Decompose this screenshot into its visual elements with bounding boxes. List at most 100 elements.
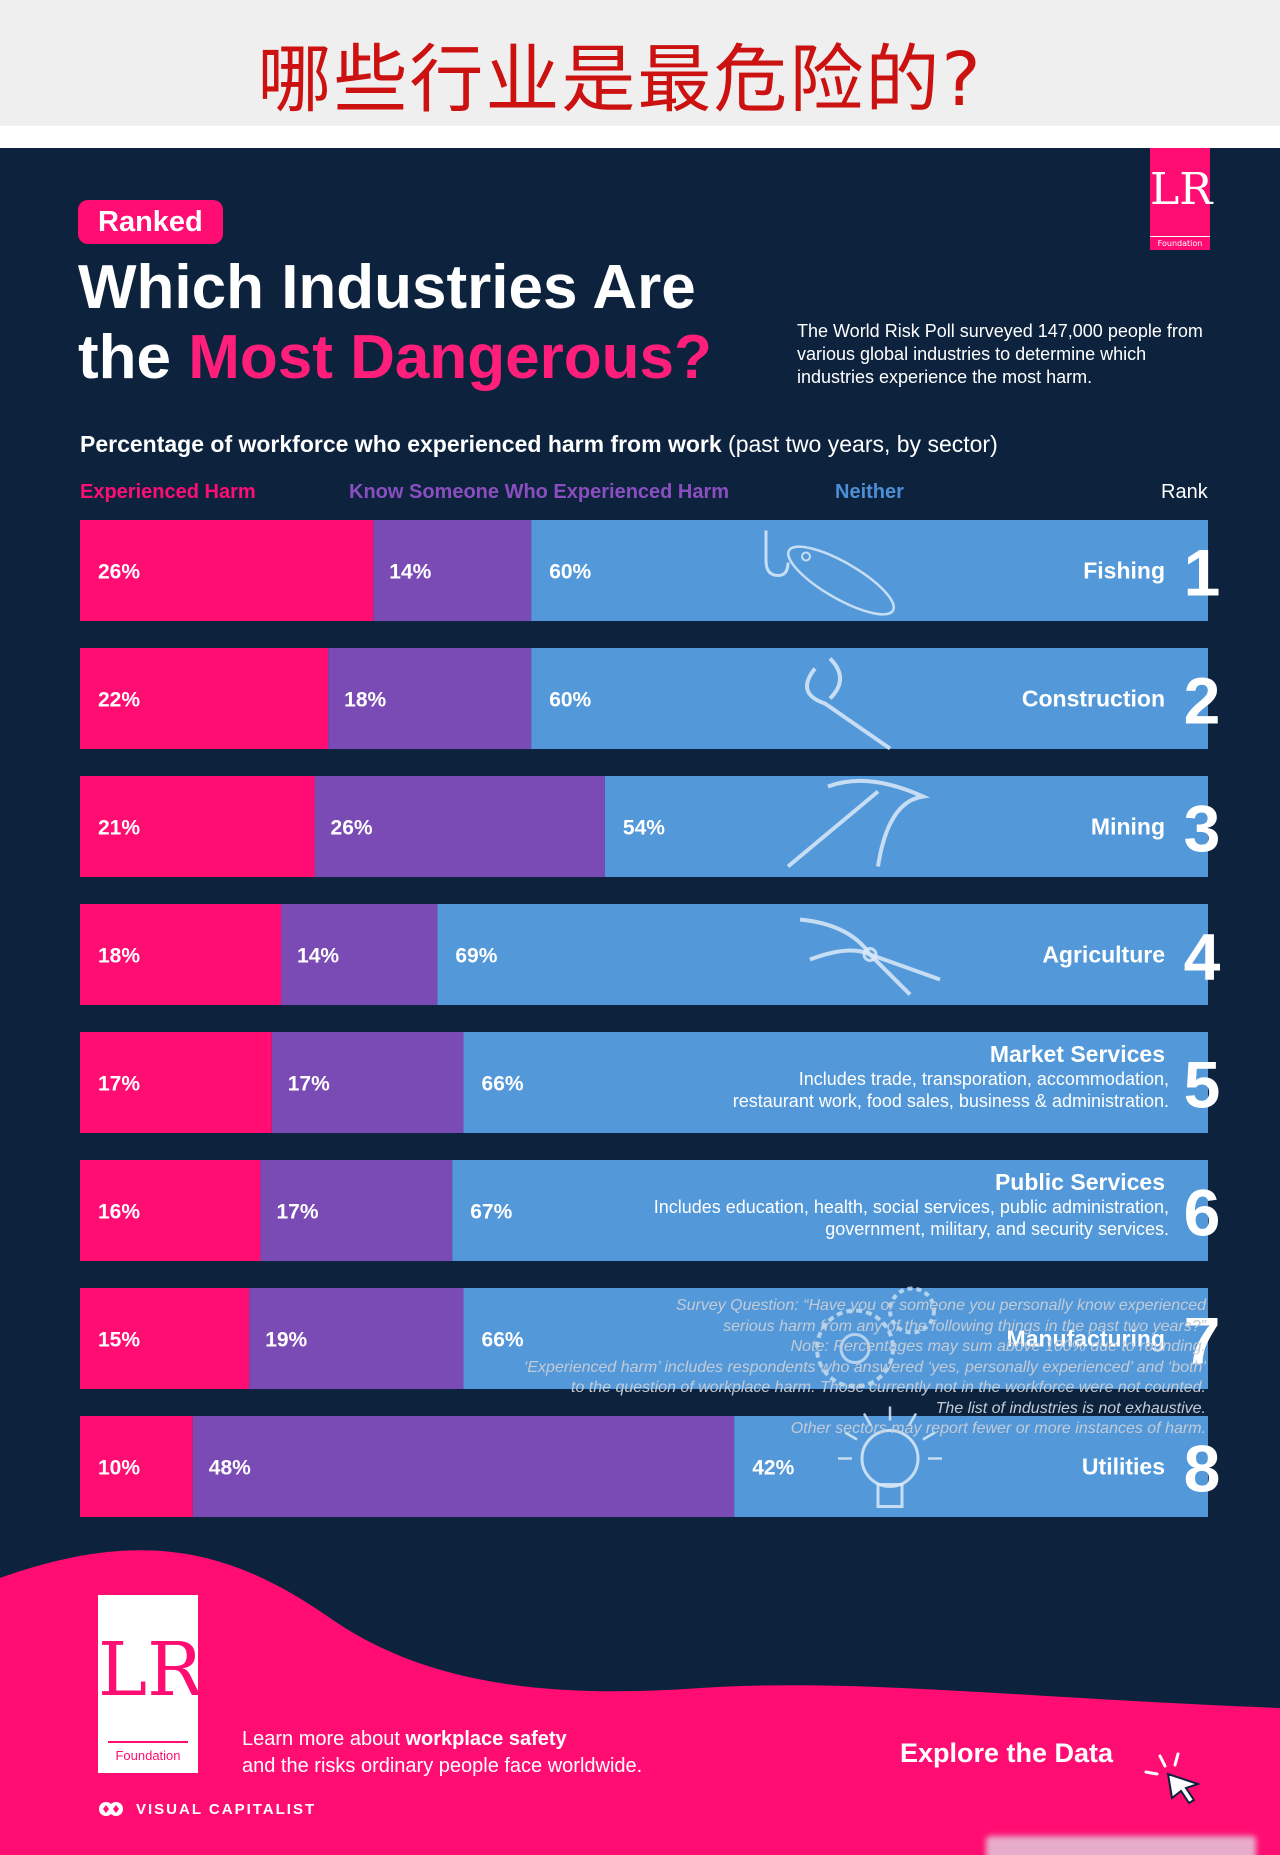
- bar-neither: [531, 520, 1208, 621]
- value-label-know: 17%: [276, 1201, 318, 1224]
- visual-capitalist-icon: [99, 1802, 123, 1816]
- bulb-glass: [860, 1429, 920, 1488]
- wrench-shaft: [805, 667, 892, 751]
- explore-data-button[interactable]: Explore the Data: [809, 1716, 1221, 1790]
- shears-pivot: [862, 947, 878, 962]
- learn-prefix: Learn more about: [242, 1728, 406, 1750]
- industry-name: Market Services: [990, 1041, 1165, 1067]
- legend-neither: Neither: [835, 481, 904, 503]
- industry-note: restaurant work, food sales, business & …: [733, 1091, 1169, 1111]
- footer-logo-caption: Foundation: [108, 1741, 188, 1763]
- bar-know-someone: [373, 520, 532, 621]
- pickaxe-head: [827, 778, 931, 867]
- value-label-harm: 26%: [98, 561, 140, 584]
- click-cursor-icon: [1144, 1752, 1202, 1805]
- value-label-neither: 54%: [623, 817, 665, 840]
- learn-more-text: Learn more about workplace safety and th…: [242, 1726, 642, 1780]
- bulb-ray: [922, 1431, 936, 1441]
- fish-body: [787, 545, 895, 616]
- title-line-1: Which Industries Are: [78, 253, 696, 322]
- rank-number: 1: [1184, 536, 1221, 610]
- footnote-line: The list of industries is not exhaustive…: [935, 1399, 1206, 1417]
- value-label-neither: 66%: [482, 1329, 524, 1352]
- industry-name: Construction: [1022, 686, 1165, 712]
- footnote-line: Survey Question: “Have you or someone yo…: [675, 1297, 1206, 1314]
- bulb-base: [876, 1483, 904, 1508]
- value-label-neither: 67%: [470, 1201, 512, 1224]
- footer-logo-letters: LR: [98, 1627, 203, 1713]
- value-label-harm: 18%: [98, 945, 140, 968]
- learn-line-2: and the risks ordinary people face world…: [242, 1755, 643, 1777]
- legend-know-someone: Know Someone Who Experienced Harm: [349, 481, 730, 503]
- rank-number: 4: [1184, 920, 1221, 994]
- gear-hub: [839, 1333, 871, 1364]
- industry-name: Utilities: [1082, 1454, 1165, 1480]
- value-label-neither: 66%: [482, 1073, 524, 1096]
- lr-foundation-logo-footer[interactable]: LR Foundation: [98, 1595, 203, 1773]
- industry-name: Fishing: [1083, 558, 1165, 584]
- banner-title: 哪些行业是最危险的?: [257, 37, 983, 123]
- rank-number: 5: [1184, 1048, 1221, 1122]
- bar-neither: [604, 776, 1208, 877]
- value-label-harm: 15%: [98, 1329, 140, 1352]
- bulb-ray: [844, 1431, 858, 1441]
- bar-know-someone: [249, 1288, 464, 1389]
- infographic: 26% 14% 60% Fishing 1 22% 18% 60% Construction 2 2…: [0, 148, 1280, 1855]
- bulb-ray: [907, 1412, 918, 1427]
- rank-number: 6: [1184, 1176, 1221, 1250]
- value-label-know: 14%: [389, 561, 431, 584]
- learn-link[interactable]: workplace safety: [405, 1728, 567, 1750]
- visual-capitalist-brand[interactable]: VISUAL CAPITALIST: [98, 1800, 316, 1818]
- bar-know-someone: [260, 1160, 453, 1261]
- value-label-know: 48%: [209, 1457, 251, 1480]
- chart-title-note: (past two years, by sector): [728, 431, 998, 457]
- bar-experienced-harm: [80, 1416, 193, 1517]
- bar-know-someone: [328, 648, 532, 749]
- industry-name: Public Services: [995, 1169, 1165, 1195]
- pickaxe-handle: [786, 789, 880, 869]
- watermark: [986, 1836, 1256, 1855]
- value-label-neither: 60%: [549, 561, 591, 584]
- footnote-line: Other sectors may report fewer or more i…: [790, 1420, 1206, 1437]
- bar-experienced-harm: [80, 776, 315, 877]
- gear-small: [888, 1286, 936, 1335]
- shears-blade-2: [809, 948, 912, 996]
- value-label-harm: 22%: [98, 689, 140, 712]
- bar-neither: [463, 1288, 1208, 1389]
- rank-number: 7: [1184, 1304, 1221, 1378]
- industry-note: government, military, and security servi…: [825, 1219, 1169, 1239]
- industry-note: Includes trade, transporation, accommoda…: [799, 1069, 1169, 1089]
- bulb-ray: [862, 1412, 873, 1427]
- chart-title: Percentage of workforce who experienced …: [80, 431, 722, 457]
- industry-name: Agriculture: [1042, 942, 1165, 968]
- ranked-tag: Ranked: [78, 200, 223, 244]
- value-label-neither: 60%: [549, 689, 591, 712]
- learn-line-1: Learn more about workplace safety: [242, 1726, 642, 1753]
- bar-experienced-harm: [80, 1288, 250, 1389]
- top-banner: 哪些行业是最危险的?: [0, 0, 1280, 148]
- footnote-line: ‘Experienced harm’ includes respondents …: [523, 1358, 1206, 1376]
- footnote-line: Note: Percentages may sum above 100% due…: [790, 1338, 1206, 1355]
- bar-experienced-harm: [80, 904, 282, 1005]
- value-label-know: 14%: [297, 945, 339, 968]
- value-label-harm: 10%: [98, 1457, 140, 1480]
- rank-number: 8: [1184, 1432, 1221, 1506]
- lr-foundation-logo[interactable]: LR Foundation: [1150, 148, 1212, 250]
- bar-know-someone: [281, 904, 438, 1005]
- bar-know-someone: [314, 776, 605, 877]
- legend-experienced-harm: Experienced Harm: [80, 481, 256, 503]
- bar-experienced-harm: [80, 520, 374, 621]
- industry-name: Manufacturing: [1007, 1326, 1165, 1352]
- footnote-line: to the question of workplace harm. Those…: [571, 1379, 1206, 1396]
- banner-band: [0, 0, 1280, 126]
- survey-footnote: Survey Question: “Have you or someone yo…: [446, 1296, 1206, 1440]
- fish-eye: [801, 551, 811, 562]
- value-label-harm: 16%: [98, 1201, 140, 1224]
- value-label-know: 26%: [331, 817, 373, 840]
- footnote-line: serious harm from any of the following t…: [723, 1317, 1206, 1335]
- bar-know-someone: [192, 1416, 735, 1517]
- gear-large: [815, 1308, 895, 1389]
- value-label-know: 18%: [344, 689, 386, 712]
- value-label-neither: 42%: [752, 1457, 794, 1480]
- title-accent: Most Dangerous?: [188, 323, 712, 392]
